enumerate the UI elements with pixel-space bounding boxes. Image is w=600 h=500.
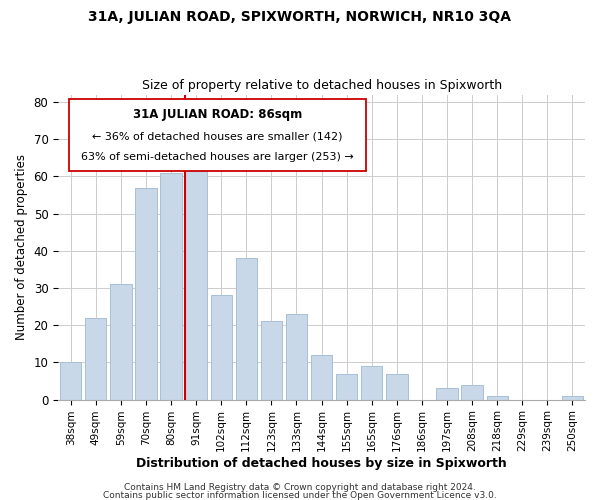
- Bar: [487, 396, 508, 400]
- Bar: [261, 322, 282, 400]
- Bar: [85, 318, 106, 400]
- Text: ← 36% of detached houses are smaller (142): ← 36% of detached houses are smaller (14…: [92, 132, 343, 141]
- Bar: [60, 362, 82, 400]
- Text: 31A JULIAN ROAD: 86sqm: 31A JULIAN ROAD: 86sqm: [133, 108, 302, 121]
- Text: 31A, JULIAN ROAD, SPIXWORTH, NORWICH, NR10 3QA: 31A, JULIAN ROAD, SPIXWORTH, NORWICH, NR…: [89, 10, 511, 24]
- Bar: [135, 188, 157, 400]
- FancyBboxPatch shape: [68, 99, 367, 171]
- Bar: [185, 158, 207, 400]
- Bar: [386, 374, 407, 400]
- Text: Contains public sector information licensed under the Open Government Licence v3: Contains public sector information licen…: [103, 490, 497, 500]
- Bar: [110, 284, 131, 400]
- Y-axis label: Number of detached properties: Number of detached properties: [15, 154, 28, 340]
- Bar: [211, 296, 232, 400]
- Title: Size of property relative to detached houses in Spixworth: Size of property relative to detached ho…: [142, 79, 502, 92]
- Bar: [461, 384, 483, 400]
- Text: 63% of semi-detached houses are larger (253) →: 63% of semi-detached houses are larger (…: [81, 152, 354, 162]
- Bar: [361, 366, 382, 400]
- Bar: [311, 355, 332, 400]
- Bar: [336, 374, 358, 400]
- Bar: [160, 172, 182, 400]
- Text: Contains HM Land Registry data © Crown copyright and database right 2024.: Contains HM Land Registry data © Crown c…: [124, 483, 476, 492]
- Bar: [236, 258, 257, 400]
- Bar: [562, 396, 583, 400]
- Bar: [436, 388, 458, 400]
- X-axis label: Distribution of detached houses by size in Spixworth: Distribution of detached houses by size …: [136, 457, 507, 470]
- Bar: [286, 314, 307, 400]
